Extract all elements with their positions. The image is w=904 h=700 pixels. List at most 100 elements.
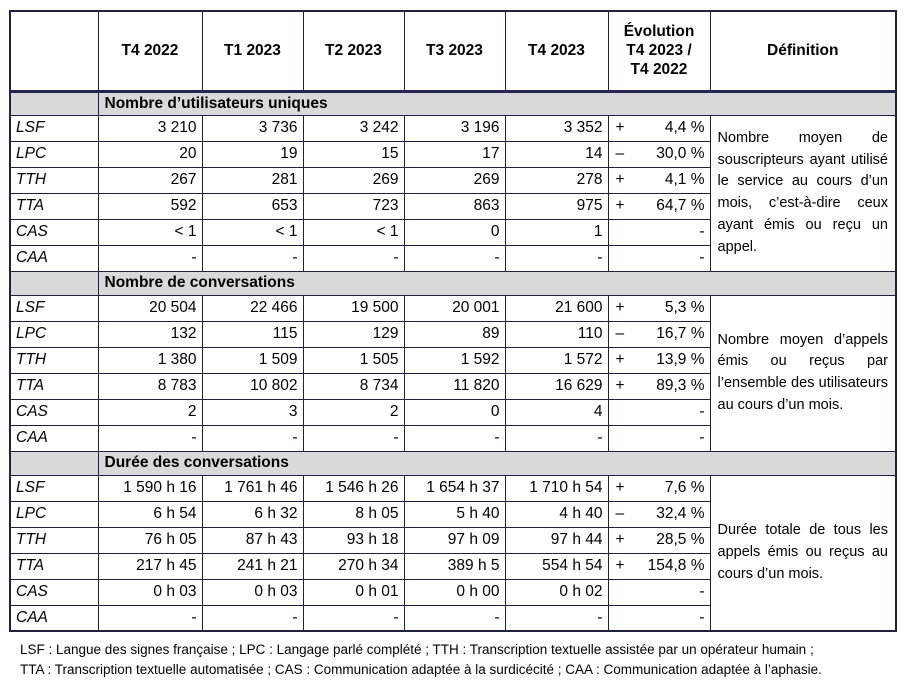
evolution-cell: - <box>607 218 711 246</box>
evolution-sign: + <box>615 197 625 214</box>
value-cell: 6 h 32 <box>201 500 304 528</box>
value-cell: 3 210 <box>97 114 203 142</box>
evolution-sign: – <box>615 325 625 342</box>
value-cell: 8 783 <box>97 372 203 400</box>
value-cell: 389 h 5 <box>403 552 506 580</box>
value-cell: 4 <box>504 398 609 426</box>
table-row: TTH 1 380 1 509 1 505 1 592 1 572 +13,9 % <box>9 346 896 374</box>
evolution-amount: - <box>699 608 705 626</box>
evolution-value: +4,4 % <box>609 119 709 137</box>
value-cell: 1 546 h 26 <box>302 474 405 502</box>
evolution-amount: 16,7 % <box>656 325 705 342</box>
value-cell: 20 001 <box>403 294 506 322</box>
row-label: CAS <box>9 578 99 606</box>
evolution-amount: - <box>699 223 705 240</box>
column-header-t4-2023: T4 2023 <box>504 10 609 93</box>
column-header-evolution: Évolution T4 2023 / T4 2022 <box>607 10 711 93</box>
evolution-cell: – 30,0 % <box>607 140 711 168</box>
value-cell: 1 380 <box>97 346 203 374</box>
value-cell: 3 736 <box>201 114 304 142</box>
evolution-sign: + <box>615 557 625 574</box>
evolution-header-line: T4 2022 <box>630 61 688 79</box>
value-cell: - <box>302 604 405 632</box>
evolution-sign: – <box>615 505 625 522</box>
evolution-value: +13,9 % <box>609 351 709 369</box>
value-cell: 592 <box>97 192 203 220</box>
value-cell: - <box>97 244 203 272</box>
evolution-cell: +5,3 % <box>607 294 711 322</box>
column-header-t1-2023: T1 2023 <box>201 10 304 93</box>
value-cell: < 1 <box>97 218 203 246</box>
value-cell: 0 h 00 <box>403 578 506 606</box>
value-cell: 270 h 34 <box>302 552 405 580</box>
value-cell: - <box>201 604 304 632</box>
value-cell: 0 h 03 <box>97 578 203 606</box>
evolution-cell: - <box>607 424 711 452</box>
evolution-cell: +7,6 % <box>607 474 711 502</box>
value-cell: - <box>504 604 609 632</box>
row-label: TTH <box>9 166 99 194</box>
row-label: LSF <box>9 474 99 502</box>
value-cell: 2 <box>302 398 405 426</box>
table-row: TTA 217 h 45 241 h 21 270 h 34 389 h 5 554 h … <box>9 552 896 580</box>
evolution-amount: - <box>699 429 705 446</box>
evolution-value: – 32,4 % <box>609 505 709 523</box>
value-cell: 3 <box>201 398 304 426</box>
value-cell: 97 h 44 <box>504 526 609 554</box>
value-cell: 10 802 <box>201 372 304 400</box>
stats-table: T4 2022 T1 2023 T2 2023 T3 2023 T4 2023 … <box>9 10 897 632</box>
evolution-amount: - <box>699 583 705 600</box>
value-cell: 863 <box>403 192 506 220</box>
value-cell: 6 h 54 <box>97 500 203 528</box>
row-label: TTH <box>9 526 99 554</box>
value-cell: 5 h 40 <box>403 500 506 528</box>
column-header-t4-2022: T4 2022 <box>97 10 203 93</box>
table-row: TTA 8 783 10 802 8 734 11 820 16 629 +89,3 % <box>9 372 896 400</box>
value-cell: 8 734 <box>302 372 405 400</box>
value-cell: - <box>201 424 304 452</box>
row-label: CAA <box>9 604 99 632</box>
value-cell: 76 h 05 <box>97 526 203 554</box>
value-cell: 93 h 18 <box>302 526 405 554</box>
evolution-header-line: Évolution <box>623 22 695 40</box>
value-cell: - <box>97 424 203 452</box>
table-row: CAA - - - - - - <box>9 604 896 632</box>
value-cell: - <box>201 244 304 272</box>
row-label: LPC <box>9 140 99 168</box>
value-cell: 20 <box>97 140 203 168</box>
value-cell: 129 <box>302 320 405 348</box>
value-cell: 0 h 03 <box>201 578 304 606</box>
evolution-cell: - <box>607 578 711 606</box>
value-cell: 281 <box>201 166 304 194</box>
value-cell: 19 <box>201 140 304 168</box>
evolution-value: - <box>609 403 709 421</box>
value-cell: 1 <box>504 218 609 246</box>
evolution-cell: +64,7 % <box>607 192 711 220</box>
table-row: LPC 132 115 129 89 110– 16,7 % <box>9 320 896 348</box>
section-title: Nombre d’utilisateurs uniques <box>97 90 897 116</box>
value-cell: 267 <box>97 166 203 194</box>
value-cell: 653 <box>201 192 304 220</box>
value-cell: < 1 <box>201 218 304 246</box>
evolution-amount: 5,3 % <box>664 299 705 316</box>
value-cell: - <box>97 604 203 632</box>
evolution-cell: – 16,7 % <box>607 320 711 348</box>
evolution-value: – 30,0 % <box>609 145 709 163</box>
value-cell: - <box>403 244 506 272</box>
row-label: TTH <box>9 346 99 374</box>
value-cell: 97 h 09 <box>403 526 506 554</box>
header-row: T4 2022 T1 2023 T2 2023 T3 2023 T4 2023 … <box>9 10 897 93</box>
evolution-amount: 32,4 % <box>656 505 705 522</box>
value-cell: 20 504 <box>97 294 203 322</box>
table-row: TTA 592 653 723 863 975 +64,7 % <box>9 192 896 220</box>
row-label: LPC <box>9 320 99 348</box>
value-cell: 4 h 40 <box>504 500 609 528</box>
evolution-value: - <box>609 583 709 601</box>
evolution-cell: +28,5 % <box>607 526 711 554</box>
evolution-amount: 89,3 % <box>656 377 705 394</box>
table-row: LSF 1 590 h 16 1 761 h 46 1 546 h 26 1 654 h… <box>9 474 897 632</box>
evolution-sign: + <box>615 119 625 136</box>
table-row: LPC 20 19 15 17 14– 30,0 % <box>9 140 896 168</box>
value-cell: 1 505 <box>302 346 405 374</box>
evolution-sign: + <box>615 351 625 368</box>
